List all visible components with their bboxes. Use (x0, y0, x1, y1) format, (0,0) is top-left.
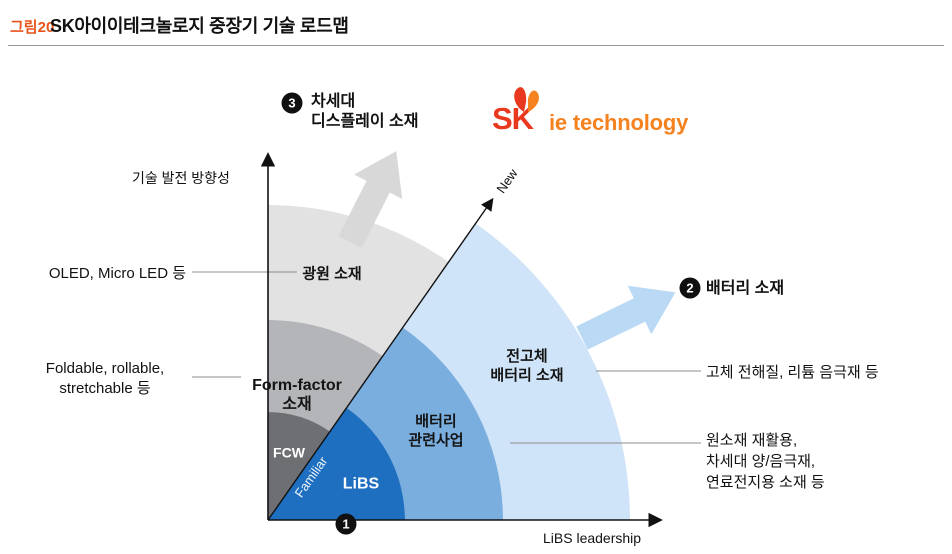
sector-battery-business (346, 327, 503, 520)
region-label-light-source: 광원 소재 (302, 265, 362, 283)
page-title: SK아이이테크놀로지 중장기 기술 로드맵 (50, 16, 349, 36)
sk-logo-text-suffix: ie technology (549, 110, 689, 135)
callout-raw-materials: 원소재 재활용, 차세대 양/음극재, 연료전지용 소재 등 (706, 432, 825, 491)
milestone-2-label: 배터리 소재 (706, 280, 785, 297)
arrow-display-materials (338, 151, 403, 248)
arrow-battery-materials (576, 285, 676, 350)
region-label-libs: LiBS (342, 475, 380, 493)
milestone-1-badge: 1 (335, 513, 357, 535)
header-divider (8, 45, 944, 46)
y-axis-label: 기술 발전 방향성 (132, 170, 230, 186)
sk-logo-butterfly-icon (514, 87, 539, 112)
x-axis-label: LiBS leadership (543, 530, 642, 546)
region-label-form-factor: Form-factor 소재 (252, 377, 342, 413)
callout-foldable: Foldable, rollable, stretchable 등 (45, 360, 165, 397)
callout-oled: OLED, Micro LED 등 (48, 265, 186, 282)
region-label-fcw: FCW (273, 444, 305, 461)
milestone-3-label: 차세대 디스플레이 소재 (311, 93, 419, 130)
figure-label: 그림20 (10, 19, 55, 36)
diagonal-axis (267, 197, 494, 521)
region-label-battery-business: 배터리 관련사업 (408, 413, 464, 449)
region-label-solid-state-battery: 전고체 배터리 소재 (490, 348, 564, 384)
callout-solid-electrolyte: 고체 전해질, 리튬 음극재 등 (706, 364, 879, 381)
milestone-3-badge: 3 (281, 92, 303, 114)
sector-libs (268, 407, 405, 520)
sk-logo-text-sk: SK (492, 101, 534, 136)
sector-solid-state-battery-materials (402, 223, 630, 520)
sector-light-source-materials (268, 205, 449, 357)
sector-fcw (268, 412, 330, 520)
sector-form-factor-materials (268, 320, 383, 432)
milestone-2-badge: 2 (679, 277, 701, 299)
